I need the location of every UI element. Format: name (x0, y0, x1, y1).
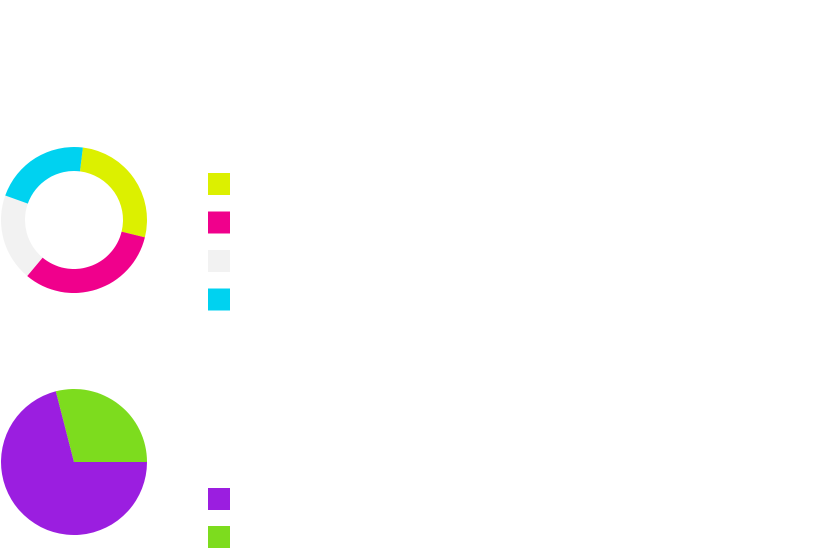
donut-chart (0, 147, 147, 294)
donut-slice-4 (5, 147, 83, 204)
legend-swatch-2 (208, 526, 230, 548)
pie-chart (0, 389, 147, 535)
legend-swatch-1 (208, 488, 230, 510)
pie-slice-2 (55, 389, 147, 462)
legend-swatch-1 (208, 173, 230, 195)
pie-chart-legend (208, 488, 230, 548)
legend-swatch-2 (208, 211, 230, 234)
legend-swatch-4 (208, 288, 230, 311)
donut-slice-3 (0, 195, 43, 277)
donut-slice-1 (79, 147, 147, 238)
donut-slice-2 (27, 231, 145, 294)
legend-swatch-3 (208, 250, 230, 272)
pie-slice-1 (0, 391, 147, 535)
donut-chart-legend (208, 173, 230, 311)
